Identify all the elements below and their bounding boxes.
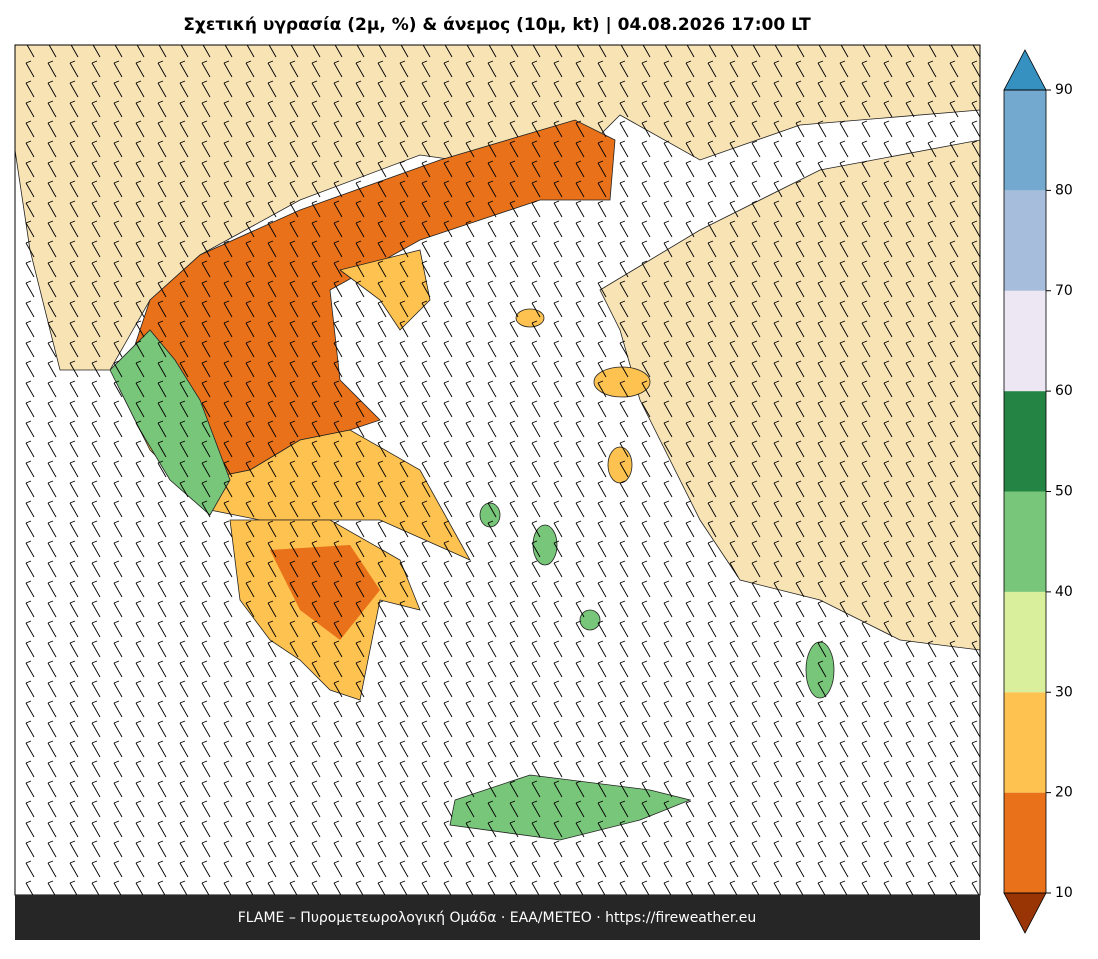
colorbar-tick-label: 20: [1055, 785, 1073, 801]
colorbar-segment: [1004, 491, 1046, 592]
colorbar-tick-label: 80: [1055, 182, 1073, 198]
colorbar-tick-label: 30: [1055, 684, 1073, 700]
colorbar-segment: [1004, 391, 1046, 492]
colorbar-under: [1003, 892, 1047, 934]
colorbar-tick-label: 40: [1055, 584, 1073, 600]
footer-band: [15, 895, 980, 940]
colorbar-segment: [1004, 90, 1046, 191]
map-title: Σχετική υγρασία (2μ, %) & άνεμος (10μ, k…: [183, 15, 811, 35]
colorbar-segment: [1004, 792, 1046, 893]
colorbar-segment: [1004, 290, 1046, 392]
colorbar-segment: [1004, 591, 1046, 693]
colorbar-segment: [1004, 692, 1046, 793]
colorbar-tick-label: 90: [1055, 82, 1073, 98]
map-area: [15, 45, 980, 895]
colorbar-tick-label: 70: [1055, 283, 1073, 299]
colorbar-tick-label: 60: [1055, 383, 1073, 399]
colorbar-segment: [1004, 190, 1046, 291]
colorbar-tick-label: 50: [1055, 484, 1073, 500]
footer-text: FLAME – Πυρομετεωρολογική Ομάδα · ΕΑΑ/ME…: [238, 910, 757, 926]
colorbar-tick-label: 10: [1055, 885, 1073, 901]
wind-barbs: [15, 45, 980, 895]
colorbar: 10 20 30 40 50 60 70 80 90: [1003, 49, 1073, 934]
colorbar-over: [1003, 49, 1047, 91]
